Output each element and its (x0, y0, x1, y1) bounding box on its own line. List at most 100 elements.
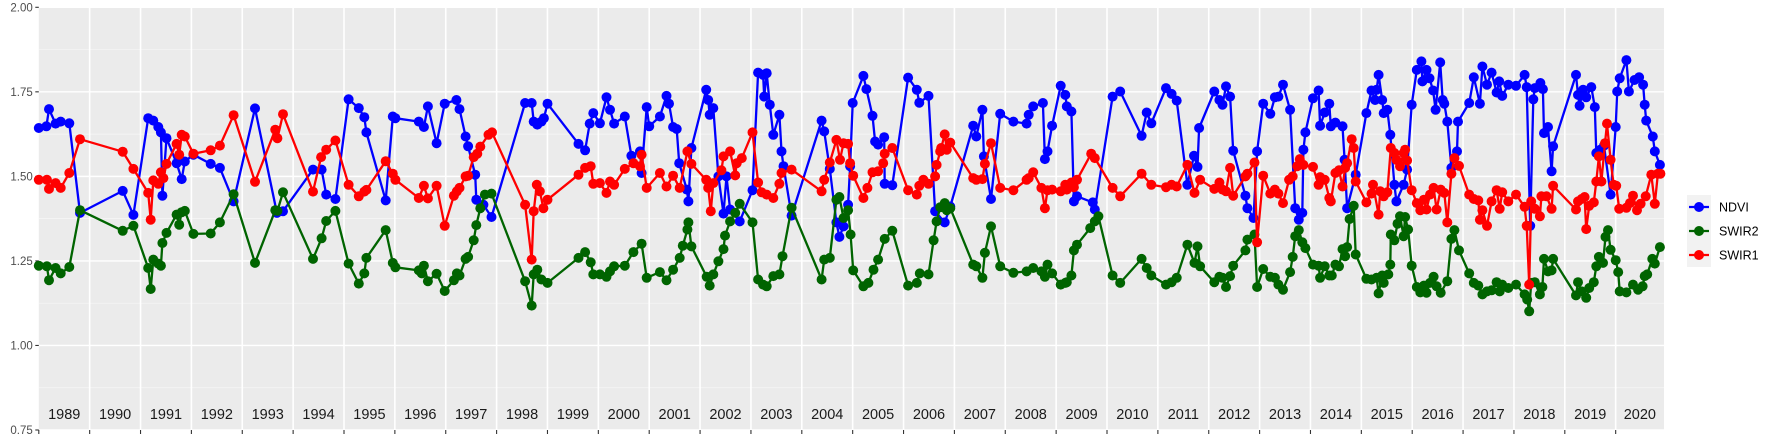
ndvi-point (439, 98, 450, 109)
swir2-point (188, 228, 199, 239)
swir2-point (903, 280, 914, 291)
swir1-point (390, 174, 401, 185)
swir1-point (454, 182, 465, 193)
ndvi-point (768, 129, 779, 140)
swir1-point (1258, 170, 1269, 181)
ndvi-point (1511, 80, 1521, 91)
ndvi-point (1273, 91, 1284, 102)
ndvi-point (911, 84, 922, 95)
year-label: 2017 (1472, 407, 1504, 423)
swir2-point (422, 276, 433, 287)
series-layer (33, 55, 1666, 317)
swir2-point (720, 230, 730, 241)
swir1-point (1541, 191, 1552, 202)
year-label: 2013 (1269, 407, 1301, 423)
swir2-point (674, 252, 685, 263)
ndvi-point (1240, 190, 1251, 201)
swir1-point (475, 141, 486, 152)
ndvi-point (1543, 122, 1553, 132)
swir2-point (1603, 225, 1613, 236)
swir2-point (1293, 225, 1304, 236)
swir2-point (1242, 234, 1253, 245)
ndvi-point (1382, 104, 1393, 115)
ndvi-point (1313, 85, 1324, 96)
legend-label-ndvi: NDVI (1719, 201, 1749, 215)
swir2-point (1389, 235, 1400, 246)
ndvi-point (1298, 144, 1309, 155)
ndvi-point (1290, 203, 1301, 214)
swir1-point (1602, 118, 1612, 129)
swir1-point (1346, 134, 1357, 145)
ndvi-point (380, 195, 391, 206)
swir2-point (1047, 268, 1058, 279)
swir2-point (734, 198, 745, 209)
swir1-point (923, 178, 934, 189)
swir2-point (532, 264, 543, 275)
swir1-point (661, 181, 672, 192)
ndvi-point (986, 194, 996, 204)
swir2-point (1171, 272, 1182, 283)
ndvi-point (1225, 91, 1236, 102)
ndvi-point (1189, 150, 1199, 161)
swir2-point (431, 268, 442, 279)
swir2-point (1373, 288, 1384, 299)
swir1-point (1350, 176, 1361, 187)
swir2-point (1285, 267, 1296, 278)
swir2-point (677, 240, 688, 251)
ndvi-point (1047, 120, 1058, 131)
y-tick-label: 1.75 (10, 87, 32, 99)
series-swir2 (33, 187, 1665, 317)
swir2-point (1042, 259, 1053, 270)
ndvi-point (454, 104, 465, 115)
ndvi-point (451, 95, 462, 105)
ndvi-point (538, 113, 549, 124)
swir1-point (931, 159, 942, 170)
swir2-point (44, 275, 54, 286)
swir2-point (873, 254, 884, 265)
swir1-point (278, 109, 288, 120)
ndvi-point (1477, 61, 1488, 72)
swir1-point (878, 158, 889, 169)
swir1-point (41, 174, 52, 185)
swir2-point (848, 265, 859, 276)
swir2-point (475, 203, 486, 214)
legend-key-point (1694, 250, 1704, 260)
ndvi-point (977, 104, 988, 115)
ndvi-point (903, 72, 914, 83)
ndvi-point (1634, 72, 1645, 83)
y-tick-label: 2.00 (10, 2, 32, 14)
swir1-point (903, 185, 914, 196)
swir1-point (1649, 198, 1660, 209)
swir2-point (454, 270, 465, 281)
ndvi-point (1028, 101, 1039, 112)
ndvi-point (1614, 73, 1625, 84)
swir1-point (330, 135, 341, 146)
ndvi-point (1638, 79, 1649, 90)
ndvi-point (747, 185, 758, 196)
year-label: 1994 (302, 407, 334, 423)
swir1-point (1382, 187, 1393, 198)
swir2-point (1573, 277, 1583, 288)
ndvi-point (471, 194, 482, 205)
swir1-point (843, 138, 854, 149)
ndvi-point (1265, 108, 1276, 119)
swir1-point (930, 171, 941, 182)
swir2-point (1300, 243, 1311, 254)
ndvi-point (1519, 69, 1530, 80)
swir2-point (471, 220, 482, 231)
swir1-point (1477, 205, 1488, 216)
swir1-point (422, 193, 433, 204)
swir1-point (636, 149, 647, 160)
swir1-point (1446, 168, 1457, 179)
ndvi-point (879, 178, 890, 189)
swir2-point (845, 229, 856, 240)
ndvi-point (1023, 109, 1034, 120)
ndvi-point (588, 108, 599, 119)
swir2-point (1115, 277, 1126, 288)
swir2-point (718, 244, 729, 255)
swir2-point (157, 238, 168, 248)
legend: NDVI SWIR2 SWIR1 (1687, 195, 1759, 267)
swir1-point (1635, 198, 1646, 209)
swir1-point (573, 169, 584, 180)
swir1-point (1395, 161, 1405, 172)
